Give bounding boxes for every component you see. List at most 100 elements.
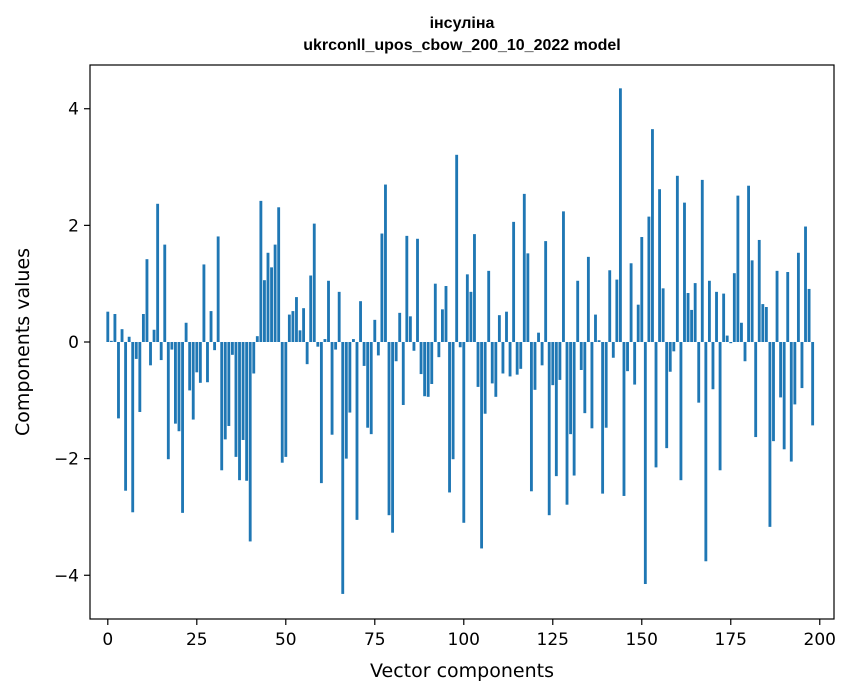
bar-3 [117, 342, 120, 419]
bar-42 [255, 336, 259, 342]
bar-37 [238, 342, 241, 481]
bar-162 [683, 202, 686, 342]
chart-title: інсуліна [430, 15, 495, 32]
bar-174 [725, 335, 729, 342]
bar-84 [405, 235, 409, 342]
bar-21 [181, 342, 184, 513]
x-tick-label: 175 [715, 630, 747, 650]
bar-118 [526, 253, 530, 342]
bar-152 [647, 216, 651, 342]
bar-18 [170, 342, 174, 350]
bar-98 [455, 154, 459, 342]
bar-31 [216, 236, 220, 342]
bar-107 [487, 270, 491, 342]
bar-90 [426, 342, 430, 397]
bar-146 [626, 342, 629, 372]
y-axis-ticks: −4 −2 0 2 4 [54, 100, 90, 586]
bar-195 [800, 342, 804, 389]
bar-74 [369, 342, 373, 435]
bar-68 [348, 342, 352, 413]
bar-9 [138, 342, 142, 412]
bar-147 [629, 263, 633, 342]
bar-178 [740, 322, 743, 342]
bar-108 [490, 342, 494, 384]
bar-36 [234, 342, 238, 457]
bar-57 [309, 275, 313, 342]
bar-169 [707, 280, 711, 342]
bar-182 [754, 342, 758, 438]
bar-184 [761, 304, 765, 342]
bar-58 [312, 223, 316, 342]
bar-117 [522, 193, 526, 342]
bar-192 [789, 342, 793, 462]
bar-101 [465, 274, 469, 342]
bar-135 [586, 256, 590, 342]
bar-71 [359, 301, 362, 342]
bar-187 [772, 342, 775, 442]
x-tick-label: 75 [364, 630, 386, 650]
bar-69 [352, 339, 355, 342]
bar-1 [109, 340, 113, 342]
bar-150 [640, 237, 644, 342]
bar-78 [384, 184, 387, 342]
bar-126 [554, 342, 558, 477]
bar-133 [579, 342, 583, 370]
bar-154 [654, 342, 658, 468]
y-tick-label: −2 [54, 450, 79, 470]
bar-99 [458, 342, 462, 348]
bar-139 [601, 342, 605, 494]
bar-40 [248, 342, 252, 542]
bar-14 [156, 203, 160, 342]
bar-89 [423, 342, 427, 397]
bar-105 [480, 342, 484, 549]
bar-5 [124, 342, 128, 491]
bar-63 [330, 342, 334, 435]
bar-124 [547, 342, 551, 516]
bar-160 [675, 175, 679, 342]
bar-29 [209, 311, 213, 342]
bar-38 [241, 342, 245, 440]
bar-159 [672, 342, 676, 352]
bar-180 [747, 185, 750, 342]
bar-141 [608, 270, 612, 342]
bar-164 [690, 309, 694, 342]
bar-157 [665, 342, 669, 449]
bar-166 [697, 342, 701, 403]
bar-158 [668, 342, 672, 372]
bar-116 [519, 342, 523, 369]
bar-94 [441, 309, 444, 342]
bar-11 [145, 259, 149, 342]
bar-81 [394, 342, 398, 362]
bar-26 [198, 342, 202, 383]
bar-44 [263, 280, 266, 342]
bar-2 [113, 314, 117, 342]
bar-6 [127, 336, 131, 342]
bar-120 [533, 342, 537, 390]
bar-92 [433, 283, 437, 342]
bar-66 [341, 342, 345, 594]
x-tick-label: 0 [102, 630, 113, 650]
bar-197 [807, 288, 811, 342]
bar-88 [419, 342, 423, 375]
bar-112 [505, 311, 508, 342]
bar-106 [483, 342, 487, 414]
bar-41 [252, 342, 256, 374]
bar-7 [131, 342, 135, 513]
bar-161 [679, 342, 683, 481]
bar-129 [565, 342, 569, 505]
bar-109 [494, 342, 498, 397]
y-tick-label: 2 [68, 216, 79, 236]
bar-156 [661, 288, 665, 342]
bar-185 [764, 307, 768, 342]
bar-155 [658, 189, 661, 342]
bar-4 [120, 329, 124, 342]
bar-91 [430, 342, 434, 384]
bar-149 [636, 304, 640, 342]
bars-group [106, 88, 815, 594]
bar-140 [604, 342, 608, 428]
bar-148 [633, 342, 637, 385]
bar-34 [227, 342, 231, 426]
bar-122 [540, 342, 544, 366]
bar-134 [583, 342, 587, 414]
bar-171 [715, 291, 718, 342]
